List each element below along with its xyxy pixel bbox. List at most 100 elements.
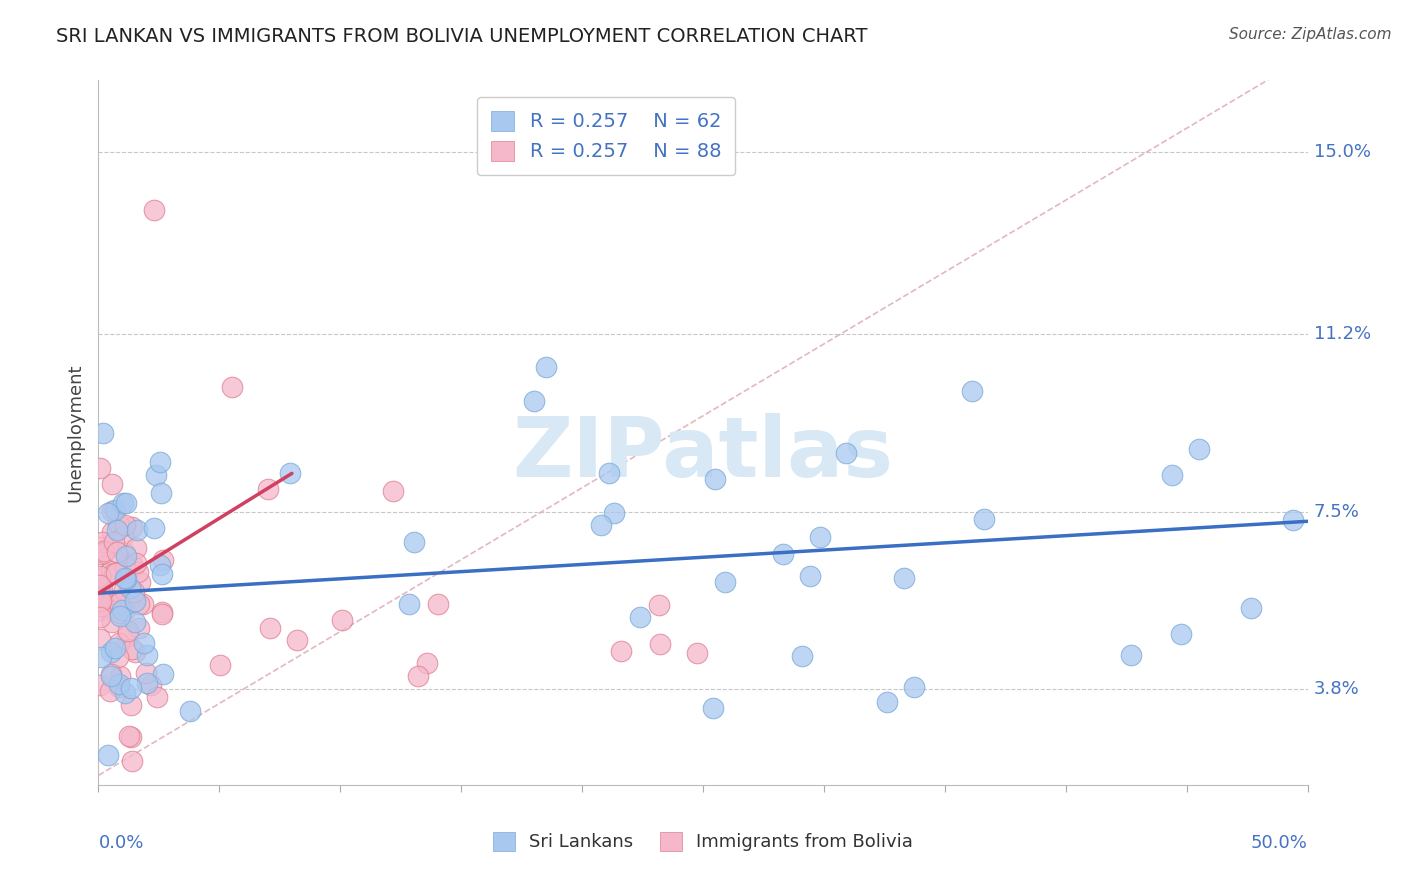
Point [416,656,439,670]
Point [135,676,157,690]
Point [90,594,112,608]
Point [135,666,157,681]
Text: 11.2%: 11.2% [1313,326,1371,343]
Point [143,521,166,535]
Point [114,560,136,574]
Point [89,540,111,554]
Point [406,669,429,683]
Point [90,535,112,549]
Point [89,632,111,646]
Point [101,477,124,491]
Point [104,503,127,517]
Point [686,646,709,660]
Point [127,523,149,537]
Point [118,729,141,743]
Point [150,605,173,619]
Point [114,546,136,560]
Text: SRI LANKAN VS IMMIGRANTS FROM BOLIVIA UNEMPLOYMENT CORRELATION CHART: SRI LANKAN VS IMMIGRANTS FROM BOLIVIA UN… [56,27,868,45]
Point [125,556,148,570]
Point [90,649,112,664]
Point [704,472,727,486]
Text: 7.5%: 7.5% [1313,503,1360,521]
Point [141,678,163,692]
Point [121,642,143,657]
Point [98,683,121,698]
Point [128,597,150,611]
Point [100,669,122,683]
Point [115,629,138,643]
Point [107,677,129,691]
Point [127,565,149,579]
Point [114,518,136,533]
Point [893,571,915,585]
Point [598,466,620,480]
Point [111,529,134,543]
Point [610,644,633,658]
Point [89,569,111,583]
Point [285,632,308,647]
Point [121,754,143,768]
Point [107,650,129,665]
Point [960,384,983,398]
Point [132,636,155,650]
Point [149,558,172,573]
Point [120,698,142,712]
Point [107,599,129,614]
Point [152,553,174,567]
Point [603,506,626,520]
Point [834,446,856,460]
Point [89,578,111,592]
Point [114,571,136,585]
Point [108,609,131,624]
Text: 0.0%: 0.0% [98,834,143,852]
Point [973,512,995,526]
Point [427,597,450,611]
Point [100,564,122,578]
Point [97,602,120,616]
Point [90,586,112,600]
Text: Source: ZipAtlas.com: Source: ZipAtlas.com [1229,27,1392,42]
Point [628,610,651,624]
Point [91,425,114,440]
Point [112,582,135,597]
Point [278,466,301,480]
Point [89,678,111,692]
Point [124,615,146,629]
Point [648,637,671,651]
Point [90,547,112,561]
Text: ZIPatlas: ZIPatlas [513,413,893,494]
Point [101,503,124,517]
Point [93,546,115,560]
Point [122,559,145,574]
Point [101,525,124,540]
Point [1121,648,1143,662]
Point [91,591,114,606]
Point [89,610,111,624]
Point [1282,512,1305,526]
Point [179,704,201,718]
Point [108,596,131,610]
Text: 3.8%: 3.8% [1313,680,1360,698]
Point [124,593,146,607]
Point [100,645,122,659]
Point [129,575,152,590]
Point [128,621,150,635]
Point [96,592,118,607]
Point [122,584,145,599]
Point [256,482,278,496]
Point [108,607,131,621]
Point [136,648,159,662]
Point [131,598,153,612]
Point [152,666,174,681]
Point [89,602,111,616]
Point [259,621,281,635]
Point [89,461,111,475]
Point [808,530,831,544]
Point [382,483,405,498]
Point [108,669,131,683]
Point [96,593,118,607]
Point [145,690,167,705]
Point [702,701,724,715]
Point [208,658,231,673]
Point [648,598,671,612]
